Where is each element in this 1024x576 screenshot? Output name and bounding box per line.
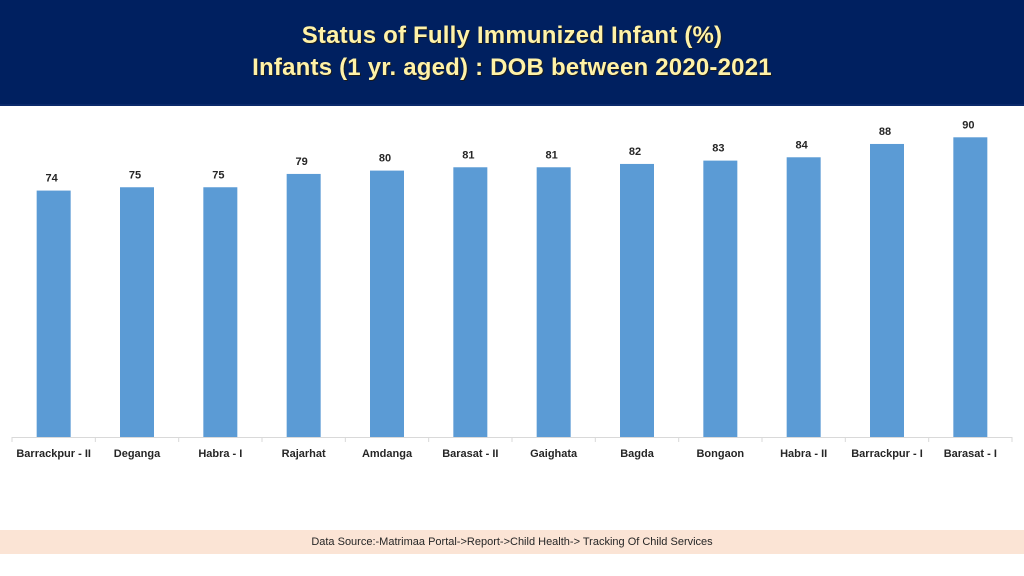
bar	[953, 137, 988, 438]
title-banner: Status of Fully Immunized Infant (%) Inf…	[0, 0, 1024, 106]
x-tick-label: Barrackpur - I	[851, 448, 923, 460]
bar-data-label: 83	[712, 143, 724, 155]
bar-data-label: 81	[462, 149, 474, 161]
x-tick-label: Bongaon	[696, 448, 745, 460]
bar	[870, 143, 904, 437]
bar-data-label: 81	[546, 149, 558, 161]
bar	[203, 187, 238, 437]
bar	[786, 157, 821, 437]
x-tick-label: Bagda	[620, 448, 654, 460]
bar	[536, 167, 571, 437]
x-tick-label: Habra - II	[780, 448, 828, 460]
x-tick-label: Gaighata	[530, 448, 578, 460]
x-tick-label: Barasat - I	[943, 448, 997, 460]
x-tick-label: Rajarhat	[281, 448, 326, 460]
bar-data-label: 82	[629, 146, 641, 158]
x-tick-label: Barrackpur - II	[16, 448, 91, 460]
x-tick-label: Barasat - II	[442, 448, 499, 460]
bar-data-label: 90	[962, 119, 974, 131]
bar-data-label: 75	[129, 169, 141, 181]
bar-data-label: 80	[379, 153, 391, 165]
x-tick-label: Amdanga	[361, 448, 413, 460]
bar	[703, 160, 738, 438]
bar-chart-svg: 74 75 75 79 80 81 81 82 83 84 88 90	[11, 119, 1013, 442]
x-tick-label: Habra - I	[198, 448, 243, 460]
bar-data-label: 88	[879, 126, 891, 138]
bar	[36, 190, 71, 437]
chart-title-line-2: Infants (1 yr. aged) : DOB between 2020-…	[252, 54, 772, 81]
bar	[620, 163, 654, 437]
bar-data-label: 84	[796, 139, 809, 151]
bar-data-label: 74	[46, 173, 59, 185]
bar	[370, 170, 404, 437]
bar-data-label: 79	[296, 156, 308, 168]
data-source-text: Data Source:-Matrimaa Portal->Report->Ch…	[311, 536, 713, 548]
data-source-bar: Data Source:-Matrimaa Portal->Report->Ch…	[0, 530, 1024, 554]
bar-data-label: 75	[212, 169, 224, 181]
bar-chart: 74 75 75 79 80 81 81 82 83 84 88 90 Barrackpur - II…	[0, 104, 1024, 524]
bar	[453, 167, 488, 437]
bar	[120, 187, 154, 437]
x-tick-label: Deganga	[113, 448, 161, 460]
chart-title-line-1: Status of Fully Immunized Infant (%)	[301, 22, 723, 49]
bar	[286, 173, 321, 437]
